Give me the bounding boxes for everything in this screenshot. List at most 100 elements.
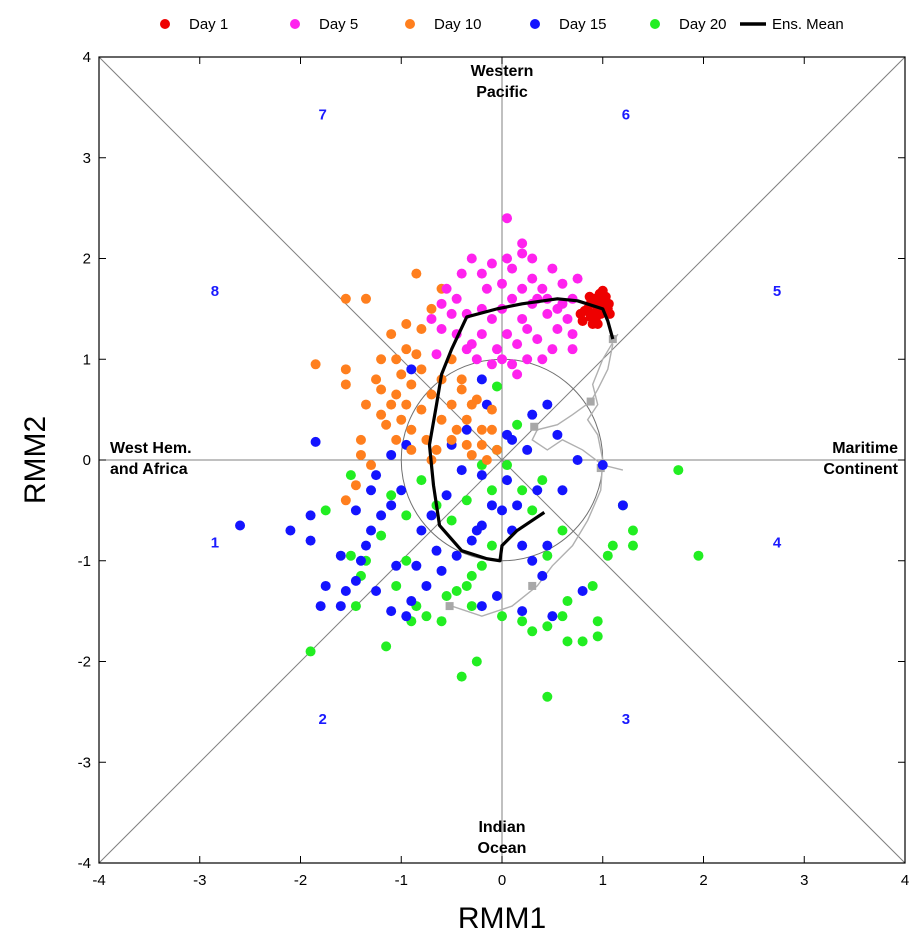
legend-point-swatch — [405, 19, 415, 29]
data-point — [310, 359, 321, 370]
data-point — [436, 324, 447, 335]
data-point — [517, 606, 528, 617]
data-point — [401, 555, 412, 566]
data-point — [396, 369, 407, 380]
data-point — [416, 475, 427, 486]
data-point — [340, 495, 351, 506]
data-point — [486, 540, 497, 551]
data-point — [527, 555, 538, 566]
data-point — [401, 344, 412, 355]
data-point — [673, 465, 684, 476]
y-tick-label: 2 — [83, 251, 91, 268]
data-point — [567, 329, 578, 340]
x-tick-label: -2 — [294, 872, 307, 889]
data-point — [466, 535, 477, 546]
data-point — [461, 344, 472, 355]
data-point — [391, 580, 402, 591]
data-point — [406, 424, 417, 435]
data-point — [345, 550, 356, 561]
data-point — [401, 510, 412, 521]
data-point — [476, 374, 487, 385]
data-point — [391, 354, 402, 365]
data-point — [456, 465, 467, 476]
data-point — [532, 334, 543, 345]
data-point — [522, 324, 533, 335]
data-point — [360, 540, 371, 551]
data-point — [406, 379, 417, 390]
y-tick-label: -3 — [78, 754, 91, 771]
data-point — [517, 248, 528, 259]
data-point — [401, 611, 412, 622]
data-point — [502, 429, 513, 440]
data-point — [436, 414, 447, 425]
data-point — [441, 490, 452, 501]
data-point — [491, 381, 502, 392]
data-point — [512, 369, 523, 380]
phase-label: 4 — [773, 535, 782, 552]
data-point — [466, 449, 477, 460]
data-point — [456, 671, 467, 682]
data-point — [355, 555, 366, 566]
data-point — [497, 505, 507, 516]
data-point — [441, 283, 452, 294]
data-point — [416, 525, 427, 536]
data-point — [376, 530, 387, 541]
data-point — [602, 550, 613, 561]
data-point — [340, 364, 351, 375]
data-point — [587, 580, 598, 591]
data-point — [305, 535, 316, 546]
data-point — [426, 313, 437, 324]
data-point — [617, 500, 628, 511]
data-point — [512, 500, 523, 511]
data-point — [416, 404, 427, 415]
data-point — [406, 364, 417, 375]
data-point — [567, 344, 578, 355]
track-marker — [528, 581, 537, 590]
phase-label: 6 — [622, 106, 630, 123]
data-point — [411, 268, 422, 279]
data-point — [431, 545, 442, 556]
region-label-left: and Africa — [110, 461, 188, 478]
data-point — [411, 349, 422, 360]
legend-point-swatch — [650, 19, 660, 29]
data-point — [527, 273, 538, 284]
data-point — [456, 268, 467, 279]
y-tick-label: 4 — [83, 49, 91, 66]
data-point — [310, 436, 321, 447]
data-point — [486, 485, 497, 496]
data-point — [466, 570, 477, 581]
data-point — [517, 485, 528, 496]
data-point — [486, 313, 497, 324]
data-point — [461, 439, 472, 450]
data-point — [542, 308, 553, 319]
data-point — [607, 540, 618, 551]
x-tick-label: -4 — [92, 872, 105, 889]
data-point — [577, 636, 588, 647]
data-point — [340, 379, 351, 390]
data-point — [391, 560, 402, 571]
data-point — [517, 616, 528, 627]
data-point — [416, 364, 427, 375]
track-marker — [586, 397, 595, 406]
data-point — [584, 291, 595, 302]
data-point — [557, 485, 568, 496]
data-point — [547, 344, 558, 355]
region-label-bottom: Indian — [478, 819, 525, 836]
data-point — [502, 329, 513, 340]
data-point — [421, 580, 432, 591]
data-point — [350, 601, 361, 612]
data-point — [527, 626, 538, 637]
data-point — [335, 601, 346, 612]
data-point — [340, 293, 351, 304]
legend-point-swatch — [530, 19, 540, 29]
ensemble-mean-line — [427, 297, 615, 563]
data-point — [376, 384, 387, 395]
data-point — [557, 611, 568, 622]
data-point — [345, 470, 356, 481]
region-label-right: Continent — [823, 461, 898, 478]
data-point — [476, 439, 487, 450]
data-point — [507, 263, 518, 274]
data-point — [396, 414, 407, 425]
ensemble-mean-path — [427, 297, 615, 563]
